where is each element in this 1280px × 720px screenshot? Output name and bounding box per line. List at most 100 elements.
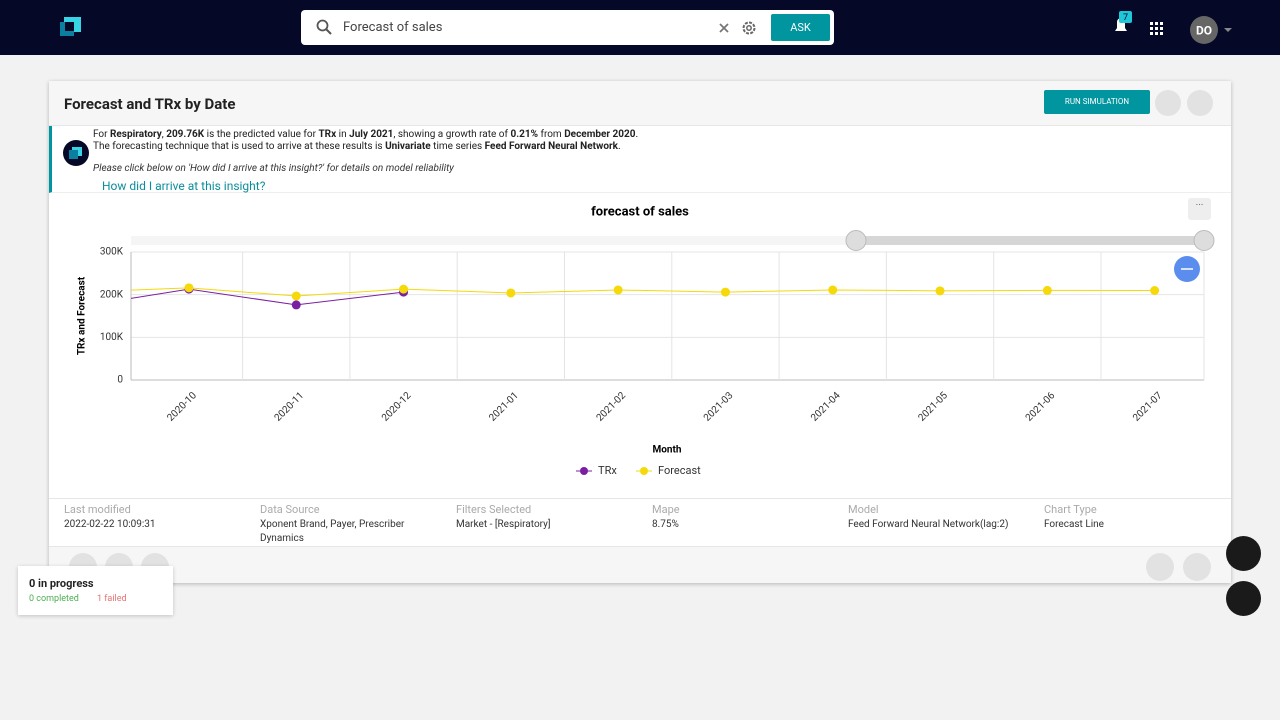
avatar[interactable]: DO	[1189, 15, 1235, 45]
insight-text: 0.21%	[510, 129, 538, 140]
data-point	[935, 286, 945, 296]
insight-text: TRx	[318, 129, 337, 140]
favorite-button[interactable]	[1183, 553, 1211, 581]
toast-title: 0 in progress	[29, 577, 94, 590]
search-icon	[316, 19, 332, 35]
x-tick-label: 2021-05	[916, 390, 950, 424]
meta-label: Chart Type	[1044, 503, 1097, 516]
x-tick-label: 2021-02	[595, 390, 629, 424]
insight-text: July 2021	[349, 129, 394, 140]
x-tick-label: 2021-03	[702, 390, 736, 424]
legend-label: Forecast	[658, 464, 701, 477]
insight-card: Forecast and TRx by Date RUN SIMULATION …	[49, 81, 1231, 583]
x-tick-label: 2020-12	[380, 390, 414, 424]
chart-menu-icon: ···	[1196, 200, 1204, 211]
edit-button[interactable]	[1226, 536, 1261, 571]
avatar-initials: DO	[1196, 24, 1212, 38]
data-point	[1150, 286, 1160, 296]
y-tick-label: 0	[117, 375, 123, 386]
insight-text: time series	[430, 141, 485, 152]
insight-text: The forecasting technique that is used t…	[93, 141, 386, 152]
insight-text: Feed Forward Neural Network	[484, 141, 619, 152]
insight-link[interactable]: How did I arrive at this insight?	[102, 179, 266, 193]
legend-marker	[580, 467, 588, 475]
data-point	[291, 291, 301, 301]
data-point	[613, 285, 623, 295]
insight-text: For	[93, 129, 110, 140]
insight-text: is the predicted value for	[204, 129, 319, 140]
data-point	[506, 288, 516, 298]
logo	[60, 17, 81, 36]
meta-panel: Last modified 2022-02-22 10:09:31 Data Sou…	[49, 498, 1231, 546]
run-simulation-button[interactable]: RUN SIMULATION	[1044, 90, 1150, 114]
legend-marker	[640, 467, 648, 475]
add-doc-button[interactable]	[1226, 581, 1261, 616]
insight-text: December 2020	[564, 129, 636, 140]
insight-text: from	[537, 129, 565, 140]
settings-icon[interactable]	[741, 20, 757, 36]
ask-button[interactable]: ASK	[771, 14, 830, 41]
meta-value: Market - [Respiratory]	[456, 519, 551, 530]
meta-value: Xponent Brand, Payer, Prescriber Dynamic…	[260, 519, 405, 544]
insight-text: 209.76K	[166, 129, 205, 140]
top-nav: Forecast of sales ASK 7 DO	[0, 0, 1280, 55]
card-title: Forecast and TRx by Date	[64, 95, 236, 113]
meta-label: Data Source	[260, 503, 320, 516]
insight-text: .	[618, 141, 621, 152]
zoom-track	[131, 236, 1204, 245]
meta-label: Model	[848, 503, 879, 516]
y-tick-label: 200K	[100, 289, 124, 300]
x-tick-label: 2021-07	[1131, 390, 1165, 424]
insight-note: Please click below on 'How did I arrive …	[93, 163, 454, 174]
insight-text: in	[336, 129, 350, 140]
meta-label: Mape	[652, 503, 680, 516]
x-tick-label: 2021-06	[1024, 390, 1058, 424]
notification-count: 7	[1123, 13, 1128, 23]
chart-type-button[interactable]	[1155, 90, 1181, 116]
data-point	[399, 284, 409, 294]
bookmark-button[interactable]	[1146, 553, 1174, 581]
apps-icon[interactable]	[1150, 22, 1164, 36]
meta-label: Filters Selected	[456, 503, 532, 516]
expand-button[interactable]	[1187, 90, 1213, 116]
data-point	[291, 300, 301, 310]
insight-line: The forecasting technique that is used t…	[93, 141, 621, 152]
x-tick-label: 2020-10	[165, 390, 199, 424]
meta-value: Forecast Line	[1044, 519, 1104, 530]
clear-icon[interactable]	[718, 22, 730, 34]
insight-avatar	[63, 140, 89, 166]
x-tick-label: 2020-11	[273, 390, 307, 424]
insight-line: For Respiratory, 209.76K is the predicte…	[93, 129, 638, 140]
x-axis-label: Month	[653, 445, 682, 456]
insight-panel: For Respiratory, 209.76K is the predicte…	[49, 126, 1231, 193]
legend-label: TRx	[598, 464, 617, 477]
search-box[interactable]: Forecast of sales ASK	[301, 10, 834, 45]
zoom-handle[interactable]	[845, 230, 867, 251]
data-point	[720, 287, 730, 297]
x-tick-label: 2021-01	[487, 390, 521, 424]
meta-value: Feed Forward Neural Network(lag:2)	[848, 519, 1009, 530]
search-text[interactable]: Forecast of sales	[343, 20, 443, 35]
insight-text: .	[635, 129, 639, 140]
chart-menu[interactable]	[1188, 198, 1211, 220]
insight-text: , showing a growth rate of	[393, 129, 511, 140]
meta-value: 8.75%	[652, 519, 679, 530]
chart: forecast of sales ··· 0 100K 200K 300K 2020-…	[77, 198, 1215, 477]
series-line	[131, 288, 404, 306]
card-footer	[49, 546, 1231, 583]
data-point	[1042, 285, 1052, 295]
insight-text: Univariate	[385, 141, 431, 152]
x-tick-label: 2021-04	[809, 390, 843, 424]
y-tick-label: 300K	[100, 247, 124, 258]
meta-label: Last modified	[64, 503, 131, 516]
insight-text: ,	[161, 129, 167, 140]
zoom-handle[interactable]	[1193, 230, 1215, 251]
y-axis-label: TRx and Forecast	[77, 276, 88, 355]
insight-text: Respiratory	[110, 129, 162, 140]
data-point	[184, 283, 194, 293]
chart-title: forecast of sales	[591, 204, 689, 219]
toast-failed: 1 failed	[97, 594, 127, 604]
zoom-range[interactable]	[856, 236, 1204, 245]
notification-icon[interactable]: 7	[1110, 10, 1136, 36]
